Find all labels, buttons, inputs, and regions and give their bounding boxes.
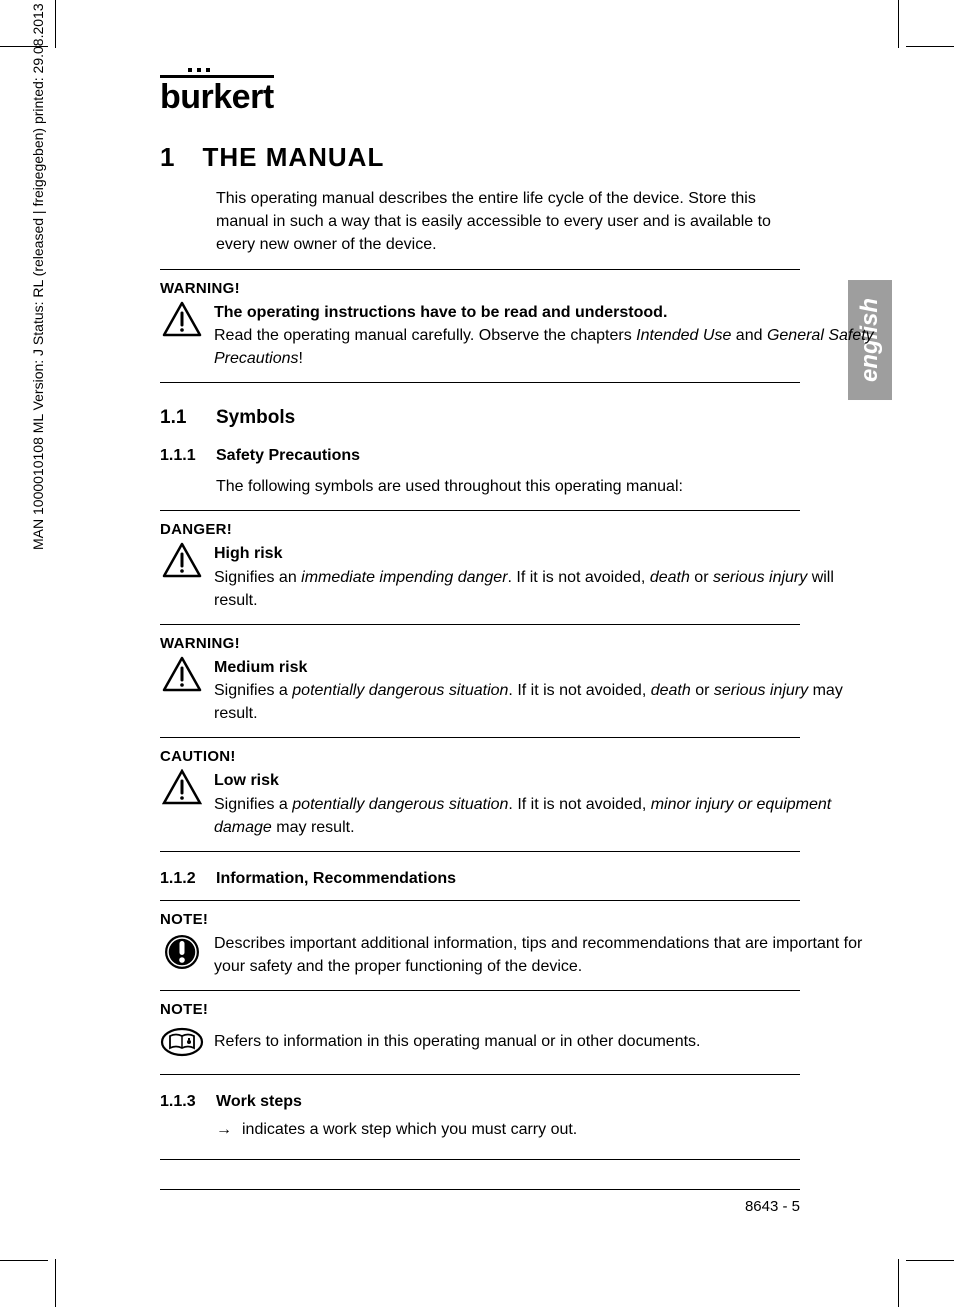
manual-book-icon xyxy=(160,1022,204,1062)
subsubsection-title: Safety Precautions xyxy=(216,447,360,465)
page-content: burkert 1 THE MANUAL This operating manu… xyxy=(160,75,880,1215)
subsubsection-number: 1.1.2 xyxy=(160,870,202,888)
subsubsection-title: Information, Recommendations xyxy=(216,870,456,888)
subsection-title: Symbols xyxy=(216,407,295,429)
warning-text: Medium risk Signifies a potentially dang… xyxy=(214,656,880,726)
warning-triangle-icon xyxy=(160,542,204,578)
subsection-number: 1.1 xyxy=(160,407,196,429)
divider xyxy=(160,990,800,991)
warning-label: WARNING! xyxy=(160,280,880,297)
divider xyxy=(160,269,800,270)
section-intro: This operating manual describes the enti… xyxy=(216,187,796,257)
subsubsection-title: Work steps xyxy=(216,1093,302,1111)
danger-label: DANGER! xyxy=(160,521,880,538)
warning-label: WARNING! xyxy=(160,635,880,652)
caution-text: Low risk Signifies a potentially dangero… xyxy=(214,769,880,839)
arrow-icon: → xyxy=(216,1121,232,1139)
subsubsection-number: 1.1.1 xyxy=(160,447,202,465)
section-title: THE MANUAL xyxy=(202,142,384,173)
exclamation-circle-icon xyxy=(160,932,204,972)
note1-text: Describes important additional informati… xyxy=(214,932,880,978)
page-footer: 8643 - 5 xyxy=(160,1189,800,1215)
caution-label: CAUTION! xyxy=(160,748,880,765)
print-meta-sidebar: MAN 1000010108 ML Version: J Status: RL … xyxy=(30,3,46,550)
warning-triangle-icon xyxy=(160,769,204,805)
divider xyxy=(160,1074,800,1075)
workstep-line: → indicates a work step which you must c… xyxy=(216,1121,880,1139)
note-label: NOTE! xyxy=(160,911,880,928)
brand-logo: burkert xyxy=(160,75,274,114)
divider xyxy=(160,624,800,625)
divider xyxy=(160,382,800,383)
brand-logo-text: burkert xyxy=(160,78,274,116)
paragraph: The following symbols are used throughou… xyxy=(216,475,880,498)
subsubsection-number: 1.1.3 xyxy=(160,1093,202,1111)
divider xyxy=(160,510,800,511)
divider xyxy=(160,737,800,738)
warning-triangle-icon xyxy=(160,656,204,692)
section-number: 1 xyxy=(160,142,174,173)
warning-top-text: The operating instructions have to be re… xyxy=(214,301,880,371)
divider xyxy=(160,900,800,901)
workstep-text: indicates a work step which you must car… xyxy=(242,1121,577,1139)
note2-text: Refers to information in this operating … xyxy=(214,1022,880,1053)
warning-triangle-icon xyxy=(160,301,204,337)
divider xyxy=(160,851,800,852)
divider xyxy=(160,1159,800,1160)
danger-text: High risk Signifies an immediate impendi… xyxy=(214,542,880,612)
note-label: NOTE! xyxy=(160,1001,880,1018)
